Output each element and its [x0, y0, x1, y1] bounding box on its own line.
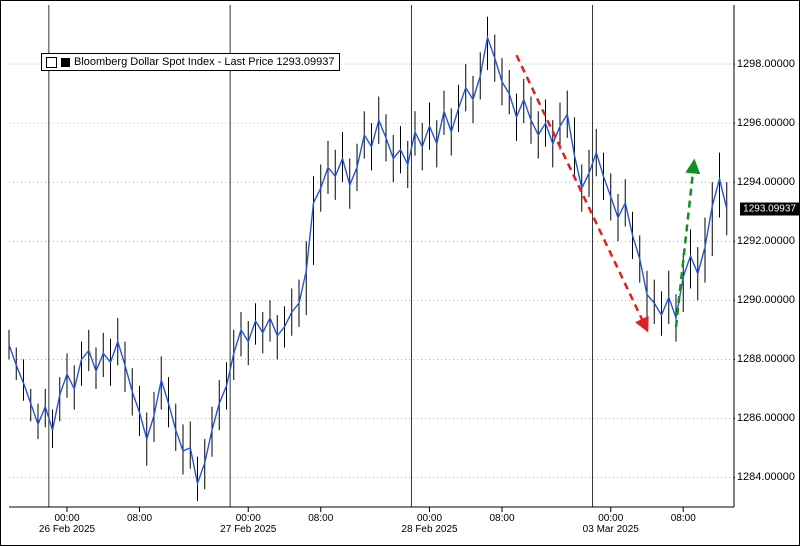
price-chart: Bloomberg Dollar Spot Index - Last Price…	[0, 0, 800, 546]
x-tick-label: 00:0028 Feb 2025	[401, 513, 457, 535]
legend-marker-fill	[61, 58, 70, 67]
y-tick-label: 1288.00000	[735, 353, 797, 365]
x-tick-label: 08:00	[489, 513, 514, 524]
legend-text: Bloomberg Dollar Spot Index - Last Price…	[74, 56, 335, 68]
y-tick-label: 1284.00000	[735, 471, 797, 483]
x-tick-label: 08:00	[671, 513, 696, 524]
y-tick-label: 1292.00000	[735, 235, 797, 247]
x-tick-label: 08:00	[127, 513, 152, 524]
x-tick-label: 00:0027 Feb 2025	[220, 513, 276, 535]
y-tick-label: 1290.00000	[735, 294, 797, 306]
last-price-flag: 1293.09937	[740, 202, 799, 215]
y-tick-label: 1296.00000	[735, 117, 797, 129]
chart-legend: Bloomberg Dollar Spot Index - Last Price…	[41, 53, 340, 71]
y-tick-label: 1298.00000	[735, 58, 797, 70]
y-tick-label: 1286.00000	[735, 412, 797, 424]
x-tick-label: 08:00	[308, 513, 333, 524]
y-tick-label: 1294.00000	[735, 176, 797, 188]
x-tick-label: 00:0003 Mar 2025	[583, 513, 639, 535]
chart-canvas	[1, 1, 800, 546]
x-tick-label: 00:0026 Feb 2025	[39, 513, 95, 535]
legend-marker-outline	[46, 57, 57, 68]
